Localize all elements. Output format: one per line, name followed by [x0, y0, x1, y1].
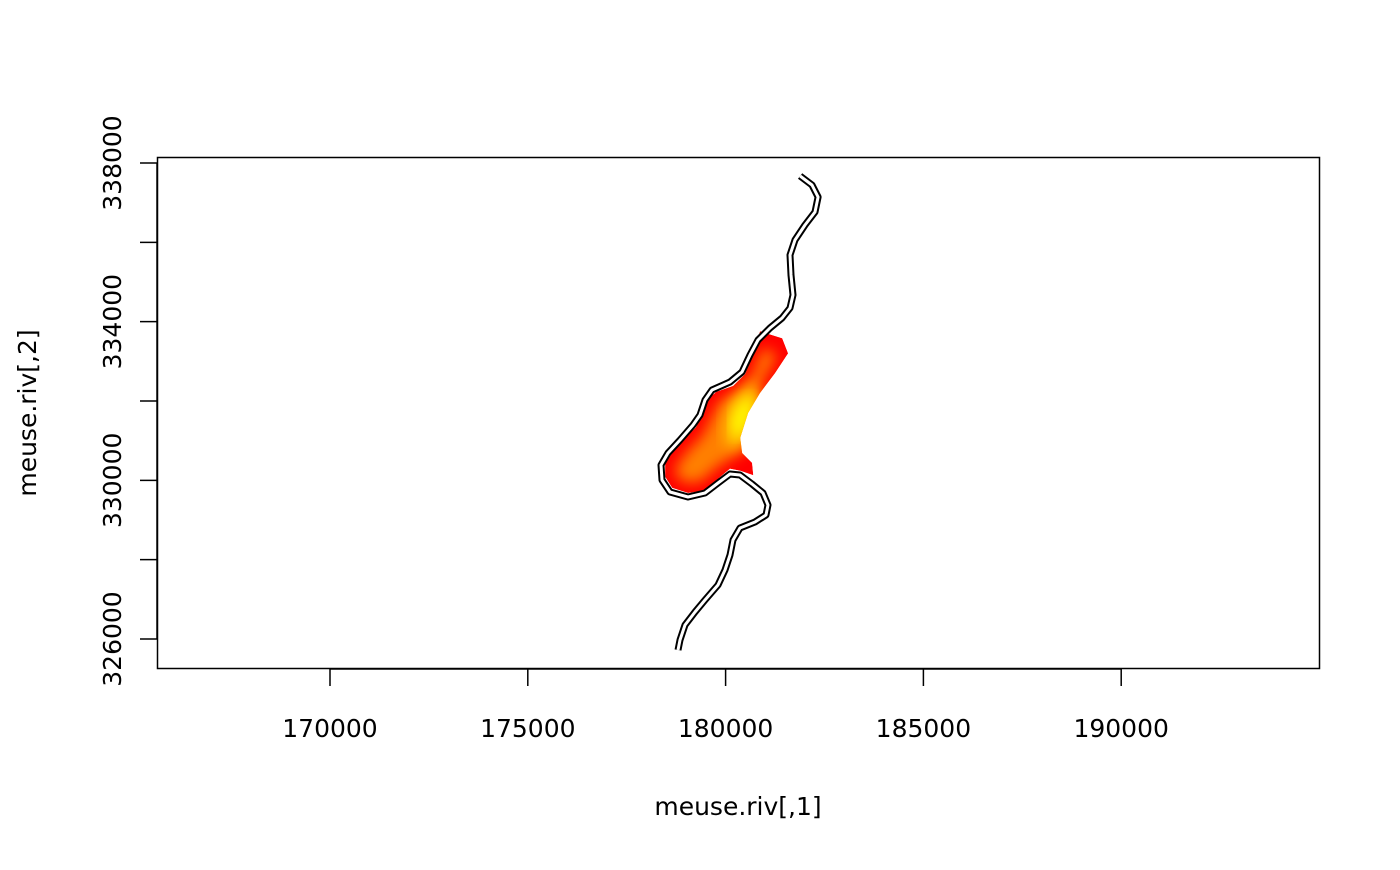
y-tick-label: 334000 [98, 274, 127, 369]
y-tick-label: 326000 [98, 591, 127, 686]
x-axis: 170000 175000 180000 185000 190000 [282, 668, 1169, 743]
raster-image [665, 331, 789, 493]
y-axis: 326000 330000 334000 338000 [98, 115, 158, 687]
x-tick-label: 170000 [282, 714, 377, 743]
x-tick-label: 175000 [480, 714, 575, 743]
x-axis-label: meuse.riv[,1] [654, 792, 821, 821]
x-tick-label: 190000 [1073, 714, 1168, 743]
raster-band-core [731, 396, 755, 436]
y-axis-label: meuse.riv[,2] [13, 329, 42, 496]
raster-band-mid [674, 347, 777, 483]
river-outline [657, 173, 822, 651]
y-tick-label: 338000 [98, 115, 127, 210]
x-tick-label: 180000 [678, 714, 773, 743]
x-tick-label: 185000 [876, 714, 971, 743]
river-water [659, 174, 820, 651]
y-tick-label: 330000 [98, 433, 127, 528]
